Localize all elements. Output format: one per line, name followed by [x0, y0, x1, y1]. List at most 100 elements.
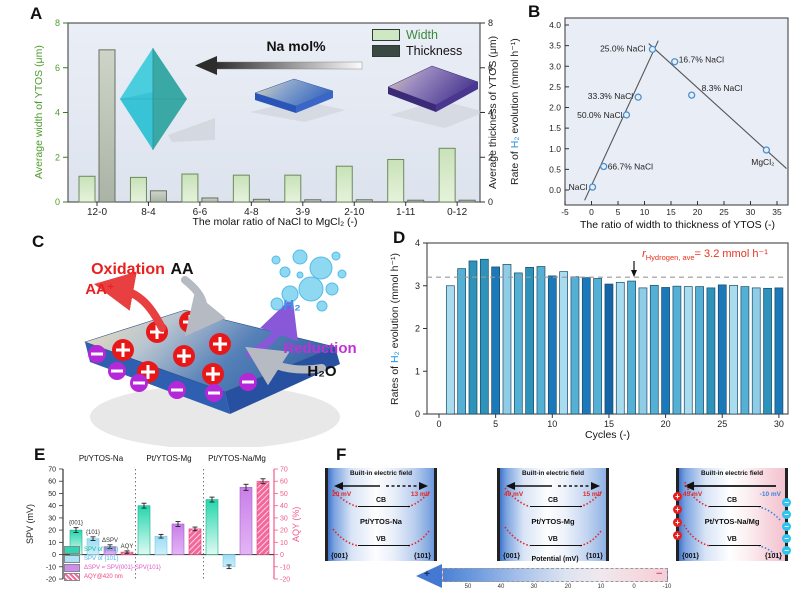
data-point: [762, 146, 771, 154]
bar-thickness: [201, 197, 219, 203]
cycle-bar: [661, 287, 670, 415]
cycle-bar: [740, 286, 750, 415]
na-mol-arrow: [195, 56, 363, 75]
colorbar-tick: 10: [597, 584, 605, 590]
axis-label-cycles: Cycles (-): [585, 429, 630, 441]
spv-bar: [205, 499, 219, 555]
cb-line: [530, 506, 582, 507]
xtick-label: 15: [604, 419, 614, 429]
panel-c: Oxidation AA⁺ AA H₂ Reduction H₂O C: [0, 232, 400, 447]
cycle-bar: [638, 287, 648, 415]
bar-width: [129, 176, 147, 203]
ytick-label-left: -20: [46, 577, 56, 584]
facet-101: {101}: [585, 553, 603, 560]
cycle-bar: [627, 280, 636, 415]
cb-label: CB: [726, 497, 738, 504]
mv-right: 15 mV: [582, 491, 602, 498]
ann-var: r: [642, 248, 646, 260]
cycle-bar: [763, 287, 772, 415]
cycle-bar: [672, 285, 682, 415]
xtick-label: 10: [640, 207, 650, 217]
oxidation-arrow: [93, 271, 166, 332]
bar-thickness: [98, 49, 116, 203]
ytick-label-left: 10: [48, 540, 56, 547]
panel-d: 0 1 2 3 4 0 5 10 15 20 25 30 D Rates of H₂ evolutio…: [385, 228, 798, 445]
cycle-bar: [729, 284, 738, 415]
ytick-label-right: 8: [488, 18, 493, 28]
plus-charge-icon: +: [673, 531, 682, 540]
minus-charge-icon: −: [782, 534, 791, 543]
h2o-arrow: [245, 346, 326, 386]
ytick-label: 4: [415, 238, 420, 248]
panel-f: F Built-in electric field 20 mV 13 mV CB…: [310, 445, 798, 599]
plus-charge-icon: +: [673, 505, 682, 514]
panel-a-letter: A: [30, 4, 43, 23]
bar-thickness: [407, 199, 425, 203]
spv-001-label: SPV of {001}: [84, 546, 119, 553]
cycle-bar: [683, 286, 693, 415]
facet-101: {101}: [764, 553, 782, 560]
panel-e-chart: 70 70 60 60 50 50 40 40 30 30 20 20 10 10 0 0 -10 -10 -20 -…: [46, 454, 290, 584]
minus-end-icon: −: [656, 568, 663, 580]
cycle-bar: [615, 281, 625, 415]
category-label: 2-10: [344, 207, 364, 218]
ytick-label-right: 0: [280, 552, 284, 559]
legend-aqy: AQY@420 nm: [64, 572, 161, 581]
facet-001: {001}: [503, 553, 521, 560]
ytick-label-left: 60: [48, 479, 56, 486]
ytick-label-left: 6: [55, 63, 60, 73]
aa-plus-label: AA⁺: [85, 281, 115, 298]
ylabel-part: Rate of: [509, 148, 521, 185]
vb-label: VB: [548, 536, 558, 543]
colorbar-tick: -10: [662, 584, 672, 590]
built-in-field-title: Built-in electric field: [521, 470, 585, 477]
ytick-label-left: 0: [52, 552, 56, 559]
cycle-bar: [751, 287, 761, 415]
data-point: [671, 58, 679, 66]
bar-width: [438, 147, 456, 203]
axis-label-molar-ratio: The molar ratio of NaCl to MgCl₂ (-): [192, 216, 358, 228]
bar-thickness: [304, 199, 322, 203]
blue-plate-crystal: [250, 78, 345, 122]
ytick-label: 0: [415, 409, 420, 419]
reduction-label: Reduction: [283, 340, 356, 357]
data-point: [648, 45, 657, 53]
minus-charge-icon: −: [782, 522, 791, 531]
box1-decorations: [332, 482, 430, 547]
ytick-label: 3.5: [549, 41, 561, 51]
legend-e: SPV of {001} SPV of {101} ΔSPV = SPV{001…: [64, 545, 161, 581]
group-title: Pt/YTOS-Na: [79, 454, 124, 463]
box3-decorations: [683, 481, 781, 560]
plus-charge-icon: +: [673, 518, 682, 527]
mv-left: 20 mV: [332, 491, 352, 498]
cycle-bar: [445, 285, 455, 415]
xtick-label: 15: [666, 207, 676, 217]
bar-label: {101}: [86, 530, 100, 536]
bar-width: [181, 173, 199, 203]
point-label: 33.3% NaCl: [588, 91, 633, 101]
h2-bubbles: [270, 249, 347, 312]
legend-spv-001: SPV of {001}: [64, 545, 161, 554]
xtick-label: 10: [547, 419, 557, 429]
plot-area-b: [564, 17, 789, 206]
aqy-swatch: [64, 572, 80, 581]
ytick-label-left: 30: [48, 515, 56, 522]
ytick-label-left: 2: [55, 152, 60, 162]
minus-charge-icon: −: [782, 546, 791, 555]
colorbar-tick: 50: [464, 584, 472, 590]
legend-delta-spv: ΔSPV = SPV{001}-SPV{101}: [64, 563, 161, 572]
cycle-bar: [570, 276, 580, 415]
colorbar-tick: 40: [497, 584, 505, 590]
potential-colorbar: Potential (mV) + − 50 40 30 20 10 0 -10: [416, 556, 676, 597]
bar-label: AQY: [121, 544, 134, 550]
xtick-label: 0: [436, 419, 441, 429]
mv-right: -10 mV: [759, 491, 781, 498]
bar-width: [387, 158, 405, 203]
ann-sub: Hydrogen, ave: [645, 253, 695, 263]
axis-label-thickness: Average thickness of YTOS (μm): [487, 35, 499, 190]
oxidation-label: Oxidation: [91, 261, 165, 278]
ytick-label-right: 60: [280, 479, 288, 486]
axis-label-h2-rate: Rate of H₂ evolution (mmol h⁻¹): [509, 18, 521, 205]
ytick-label-left: 8: [55, 18, 60, 28]
sample-name: Pt/YTOS-Na: [360, 517, 402, 526]
